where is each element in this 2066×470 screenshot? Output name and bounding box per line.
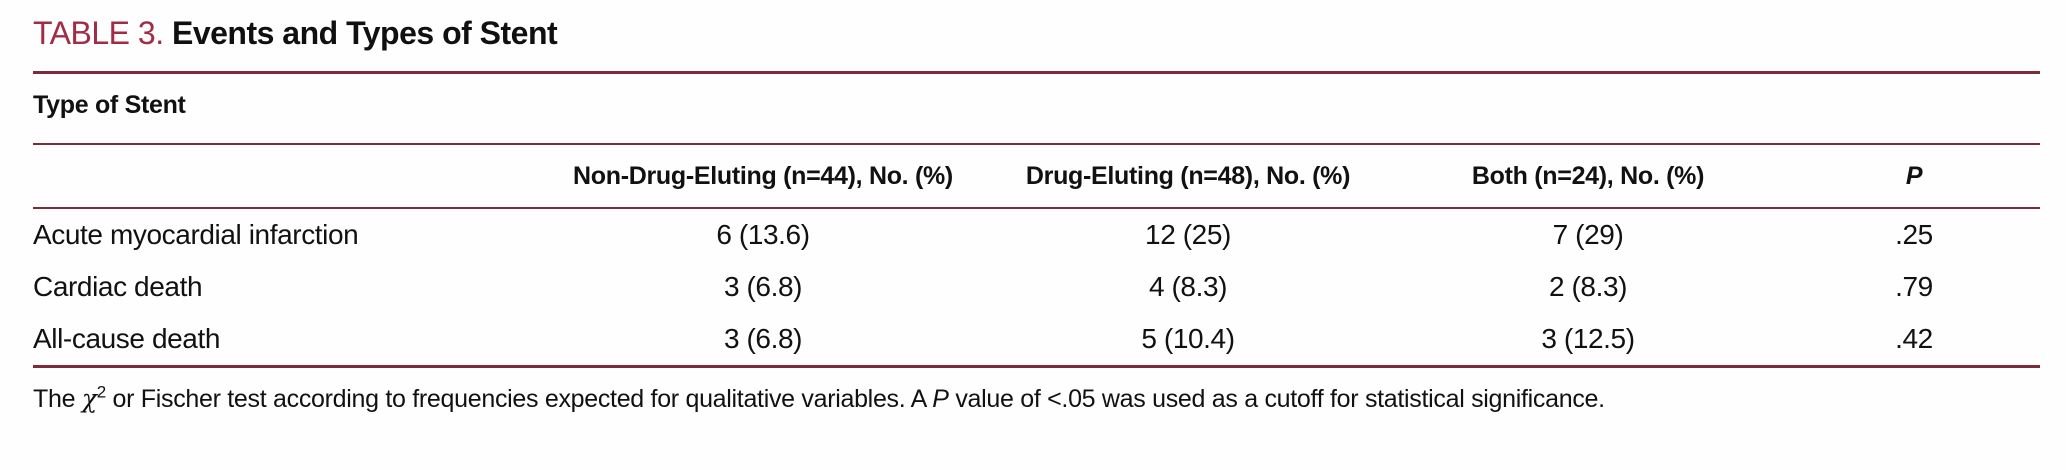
cell: 12 (25) [1145, 219, 1231, 250]
column-header-both: Both (n=24), No. (%) [1388, 143, 1788, 209]
cell: 3 (6.8) [538, 313, 988, 368]
row-label: All-cause death [33, 313, 538, 368]
row-label: Acute myocardial infarction [33, 219, 359, 250]
chi-symbol: χ [81, 384, 97, 413]
column-header-p-value: P [1788, 143, 2040, 209]
cell-p-value: .79 [1895, 271, 1933, 302]
table-title: Events and Types of Stent [171, 15, 558, 51]
table-number-label: TABLE 3. [33, 15, 164, 51]
column-header-non-drug-eluting: Non-Drug-Eluting (n=44), No. (%) [538, 143, 988, 209]
cell: 7 (29) [1552, 219, 1624, 250]
table-caption: TABLE 3. Events and Types of Stent [33, 12, 2040, 54]
table-row: All-cause death 3 (6.8) 5 (10.4) 3 (12.5… [33, 313, 2040, 368]
column-header-empty [33, 143, 538, 209]
footnote-text: The [33, 385, 82, 413]
cell: 3 (12.5) [1388, 313, 1788, 368]
row-label: Cardiac death [33, 271, 203, 302]
footnote-text: or Fischer test according to frequencies… [105, 385, 933, 413]
cell: 6 (13.6) [716, 219, 810, 250]
cell-p-value: .42 [1788, 313, 2040, 368]
footnote-text: value of <.05 was used as a cutoff for s… [948, 385, 1605, 413]
cell: 4 (8.3) [1148, 271, 1228, 302]
cell-p-value: .25 [1895, 219, 1933, 250]
chi-superscript: 2 [96, 382, 106, 402]
header-row: Non-Drug-Eluting (n=44), No. (%) Drug-El… [33, 143, 2040, 209]
divider-top [33, 71, 2040, 74]
column-header-drug-eluting: Drug-Eluting (n=48), No. (%) [988, 143, 1388, 209]
table-row: Cardiac death 3 (6.8) 4 (8.3) 2 (8.3) .7… [33, 261, 2040, 313]
cell: 5 (10.4) [988, 313, 1388, 368]
table-footnote: The χ2 or Fischer test according to freq… [33, 383, 2040, 415]
p-symbol: P [932, 385, 949, 413]
table-spanner-header: Type of Stent [33, 91, 186, 119]
cell: 2 (8.3) [1548, 271, 1628, 302]
cell: 3 (6.8) [723, 271, 803, 302]
data-table: Non-Drug-Eluting (n=44), No. (%) Drug-El… [33, 143, 2040, 368]
table-row: Acute myocardial infarction 6 (13.6) 12 … [33, 208, 2040, 261]
